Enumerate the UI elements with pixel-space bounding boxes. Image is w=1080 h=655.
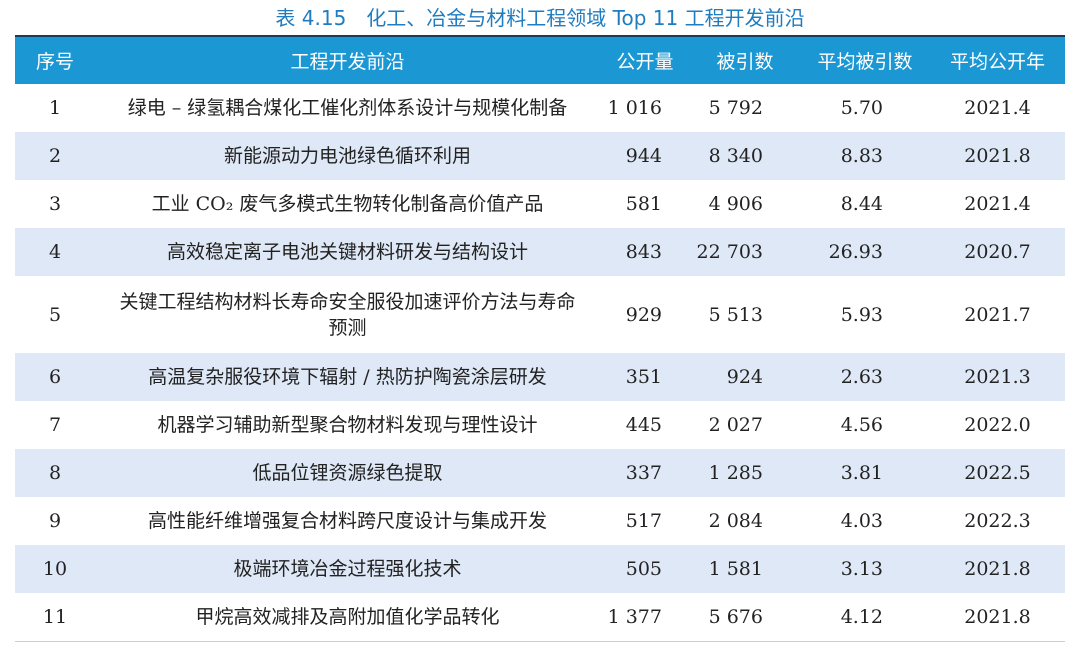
cell-count: 351 <box>625 366 662 388</box>
cell-no: 5 <box>48 303 62 326</box>
cell-avg-year: 2021.8 <box>964 145 1031 167</box>
table-row: 10 极端环境冶金过程强化技术 505 1 581 3.13 2021.8 <box>15 545 1065 593</box>
cell-avg-cites: 5.70 <box>840 97 883 119</box>
header-avg-cites: 平均被引数 <box>817 51 913 73</box>
cell-cites: 8 340 <box>708 145 763 167</box>
table-row: 1 绿电 – 绿氢耦合煤化工催化剂体系设计与规模化制备 1 016 5 792 5.70… <box>15 84 1065 132</box>
cell-cites: 4 906 <box>708 193 763 215</box>
cell-avg-cites: 3.13 <box>840 558 883 580</box>
header-topic: 工程开发前沿 <box>290 51 405 73</box>
cell-topic: 低品位锂资源绿色提取 <box>252 462 443 484</box>
table-row: 5 关键工程结构材料长寿命安全服役加速评价方法与寿命预测 929 5 513 5.93 2… <box>15 276 1065 353</box>
cell-topic: 机器学习辅助新型聚合物材料发现与理性设计 <box>157 414 538 436</box>
cell-avg-year: 2021.4 <box>964 97 1031 119</box>
cell-avg-cites: 8.83 <box>840 145 883 167</box>
cell-cites: 22 703 <box>696 241 763 263</box>
cell-count: 843 <box>625 241 662 263</box>
cell-avg-year: 2021.8 <box>964 606 1031 628</box>
cell-cites: 924 <box>726 366 763 388</box>
cell-no: 2 <box>48 145 62 167</box>
cell-no: 9 <box>48 510 62 532</box>
cell-avg-cites: 4.12 <box>840 606 883 628</box>
table-row: 2 新能源动力电池绿色循环利用 944 8 340 8.83 2021.8 <box>15 132 1065 180</box>
cell-no: 7 <box>48 414 62 436</box>
cell-count: 337 <box>625 462 662 484</box>
table-row: 3 工业 CO₂ 废气多模式生物转化制备高价值产品 581 4 906 8.44 2021… <box>15 180 1065 228</box>
cell-no: 4 <box>48 241 62 263</box>
table-row: 4 高效稳定离子电池关键材料研发与结构设计 843 22 703 26.93 2020.7 <box>15 228 1065 276</box>
cell-avg-cites: 8.44 <box>840 193 883 215</box>
cell-avg-year: 2022.5 <box>964 462 1031 484</box>
cell-no: 3 <box>48 193 62 215</box>
cell-topic: 高效稳定离子电池关键材料研发与结构设计 <box>166 241 528 263</box>
cell-count: 1 016 <box>607 97 662 119</box>
cell-avg-year: 2022.0 <box>964 414 1031 436</box>
frontiers-table: 序号 工程开发前沿 公开量 被引数 平均被引数 平均公开年 1 绿电 – 绿氢耦合… <box>15 35 1065 642</box>
table-title: 表 4.15 化工、冶金与材料工程领域 Top 11 工程开发前沿 <box>275 6 805 30</box>
cell-count: 929 <box>625 303 662 326</box>
table-row: 6 高温复杂服役环境下辐射 / 热防护陶瓷涂层研发 351 924 2.63 2021.3 <box>15 353 1065 401</box>
cell-no: 8 <box>48 462 62 484</box>
cell-avg-year: 2020.7 <box>964 241 1031 263</box>
cell-avg-cites: 26.93 <box>828 241 883 263</box>
cell-no: 10 <box>42 558 68 580</box>
cell-cites: 5 792 <box>708 97 763 119</box>
cell-count: 944 <box>625 145 662 167</box>
cell-count: 445 <box>625 414 662 436</box>
cell-avg-cites: 2.63 <box>840 366 883 388</box>
cell-topic: 绿电 – 绿氢耦合煤化工催化剂体系设计与规模化制备 <box>127 97 568 119</box>
cell-topic: 工业 CO₂ 废气多模式生物转化制备高价值产品 <box>151 193 544 215</box>
header-cites: 被引数 <box>716 51 774 73</box>
cell-count: 505 <box>625 558 662 580</box>
cell-cites: 2 027 <box>708 414 763 436</box>
cell-topic: 高性能纤维增强复合材料跨尺度设计与集成开发 <box>147 510 547 532</box>
cell-no: 6 <box>48 366 62 388</box>
cell-avg-cites: 4.03 <box>840 510 883 532</box>
cell-count: 581 <box>625 193 662 215</box>
table-row: 8 低品位锂资源绿色提取 337 1 285 3.81 2022.5 <box>15 449 1065 497</box>
cell-count: 1 377 <box>607 606 662 628</box>
cell-avg-year: 2021.3 <box>964 366 1031 388</box>
cell-cites: 2 084 <box>708 510 763 532</box>
cell-avg-cites: 3.81 <box>840 462 883 484</box>
cell-no: 1 <box>48 97 62 119</box>
cell-avg-cites: 4.56 <box>840 414 883 436</box>
header-no: 序号 <box>35 51 74 73</box>
cell-topic: 极端环境冶金过程强化技术 <box>233 558 462 580</box>
header-row: 序号 工程开发前沿 公开量 被引数 平均被引数 平均公开年 <box>15 36 1065 84</box>
table-row: 11 甲烷高效减排及高附加值化学品转化 1 377 5 676 4.12 2021.8 <box>15 593 1065 642</box>
cell-cites: 5 513 <box>708 303 763 326</box>
cell-avg-year: 2021.4 <box>964 193 1031 215</box>
cell-topic: 关键工程结构材料长寿命安全服役加速评价方法与寿命预测 <box>119 290 576 339</box>
cell-no: 11 <box>42 606 68 628</box>
cell-topic: 高温复杂服役环境下辐射 / 热防护陶瓷涂层研发 <box>148 366 547 388</box>
cell-topic: 甲烷高效减排及高附加值化学品转化 <box>195 606 500 628</box>
header-avg-year: 平均公开年 <box>949 51 1045 73</box>
cell-avg-cites: 5.93 <box>840 303 883 326</box>
cell-cites: 5 676 <box>708 606 763 628</box>
table-row: 7 机器学习辅助新型聚合物材料发现与理性设计 445 2 027 4.56 2022.0 <box>15 401 1065 449</box>
header-count: 公开量 <box>616 51 674 73</box>
cell-avg-year: 2021.7 <box>964 303 1031 326</box>
cell-cites: 1 285 <box>708 462 763 484</box>
table-row: 9 高性能纤维增强复合材料跨尺度设计与集成开发 517 2 084 4.03 2022.3 <box>15 497 1065 545</box>
cell-count: 517 <box>625 510 662 532</box>
cell-topic: 新能源动力电池绿色循环利用 <box>223 145 471 167</box>
cell-cites: 1 581 <box>708 558 763 580</box>
cell-avg-year: 2022.3 <box>964 510 1031 532</box>
cell-avg-year: 2021.8 <box>964 558 1031 580</box>
